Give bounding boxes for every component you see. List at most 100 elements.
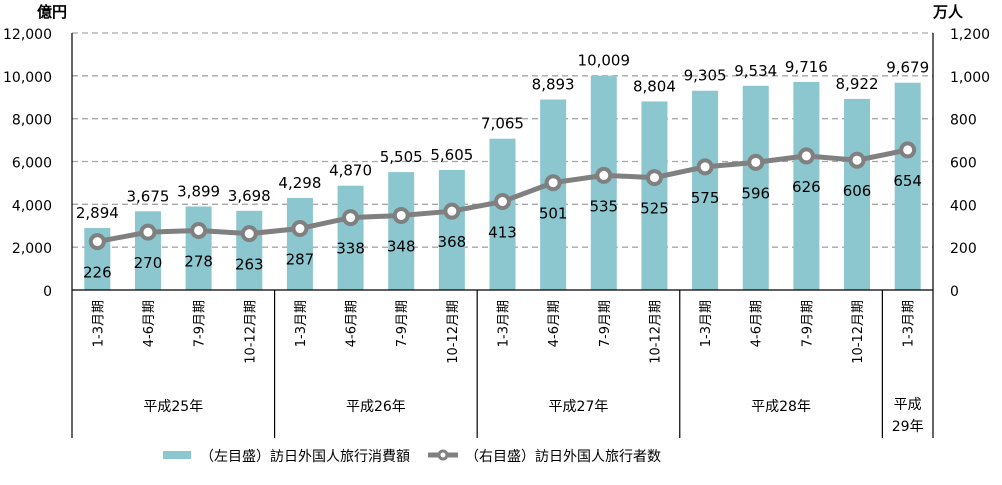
left-axis-unit: 億円 — [37, 3, 67, 21]
bar — [134, 211, 161, 290]
bar — [438, 169, 465, 290]
line-data-label: 596 — [741, 184, 770, 202]
bar-data-label: 10,009 — [578, 52, 631, 70]
category-label: 1-3月期 — [294, 300, 309, 347]
bar — [641, 101, 668, 291]
line-point — [139, 223, 157, 241]
category-label: 10-12月期 — [648, 300, 663, 364]
category-label: 1-3月期 — [91, 300, 106, 347]
line-point — [190, 221, 208, 239]
line-point — [696, 158, 714, 176]
bar — [742, 85, 769, 290]
line-data-label: 626 — [792, 178, 821, 196]
line-data-label: 501 — [539, 205, 568, 223]
line-point — [88, 233, 106, 251]
line-data-label: 338 — [336, 240, 365, 258]
category-label: 10-12月期 — [243, 300, 258, 364]
line-point — [392, 206, 410, 224]
line-point — [494, 193, 511, 211]
category-label: 7-9月期 — [800, 300, 815, 347]
category-label: 1-3月期 — [497, 300, 512, 347]
right-tick-label: 200 — [950, 241, 977, 257]
line-data-label: 413 — [488, 224, 517, 242]
category-label: 10-12月期 — [446, 300, 461, 364]
group-label: 平成28年 — [751, 399, 811, 415]
bar — [540, 99, 567, 290]
bar — [236, 210, 263, 290]
bar — [489, 138, 516, 290]
line-point — [291, 220, 309, 238]
left-tick-label: 2,000 — [12, 241, 52, 257]
bar — [894, 82, 921, 290]
line-data-label: 270 — [134, 254, 163, 272]
right-tick-label: 1,000 — [950, 70, 990, 86]
line-data-label: 348 — [387, 237, 416, 255]
line-data-label: 535 — [589, 197, 618, 215]
category-label: 7-9月期 — [598, 300, 613, 347]
bar-data-label: 9,679 — [886, 59, 929, 77]
right-axis-unit: 万人 — [932, 3, 964, 21]
bar-data-label: 9,716 — [785, 58, 828, 76]
line-data-label: 575 — [691, 189, 720, 207]
bar — [388, 172, 415, 290]
line-data-label: 226 — [83, 264, 112, 282]
left-tick-label: 8,000 — [12, 113, 52, 129]
line-data-label: 368 — [438, 233, 467, 251]
bar — [337, 185, 364, 290]
line-point — [544, 174, 562, 192]
bar-data-label: 8,922 — [836, 75, 879, 93]
bar-data-label: 2,894 — [76, 204, 119, 222]
left-tick-label: 0 — [43, 284, 52, 300]
line-data-label: 263 — [235, 256, 264, 274]
line-point — [747, 153, 765, 171]
bar-data-label: 3,899 — [177, 182, 220, 200]
category-label: 4-6月期 — [142, 300, 157, 347]
right-tick-label: 600 — [950, 156, 977, 172]
group-label: 平成26年 — [346, 399, 406, 415]
line-point — [899, 141, 917, 159]
line-data-label: 278 — [184, 252, 213, 270]
category-label: 4-6月期 — [547, 300, 562, 347]
legend-bar-label: （左目盛）訪日外国人旅行消費額 — [200, 449, 410, 465]
left-tick-label: 12,000 — [3, 27, 52, 43]
category-label: 1-3月期 — [699, 300, 714, 347]
bar-data-label: 7,065 — [481, 115, 524, 133]
group-label: 平成 — [894, 397, 922, 413]
bar — [185, 206, 212, 290]
left-tick-label: 6,000 — [12, 156, 52, 172]
right-tick-label: 1,200 — [950, 27, 990, 43]
bar — [793, 81, 820, 290]
bar-data-label: 5,605 — [430, 146, 473, 164]
bar-data-label: 4,870 — [329, 162, 372, 180]
category-label: 4-6月期 — [750, 300, 765, 347]
category-label: 4-6月期 — [345, 300, 360, 347]
bar — [286, 197, 313, 290]
category-label: 10-12月期 — [851, 300, 866, 364]
bar-data-label: 3,675 — [126, 187, 169, 205]
line-point — [443, 202, 461, 220]
bar — [692, 90, 719, 290]
category-label: 7-9月期 — [193, 300, 208, 347]
right-tick-label: 0 — [950, 284, 959, 300]
line-point — [342, 209, 360, 227]
group-label: 平成27年 — [549, 399, 609, 415]
group-label: 平成25年 — [143, 399, 203, 415]
legend-line-marker — [437, 449, 449, 461]
right-tick-label: 800 — [950, 113, 977, 129]
left-tick-label: 10,000 — [3, 70, 52, 86]
line-data-label: 525 — [640, 200, 669, 218]
line-point — [848, 151, 866, 169]
bar-data-label: 9,534 — [734, 62, 777, 80]
line-point — [645, 169, 663, 187]
line-data-label: 654 — [893, 172, 922, 190]
group-label: 29年 — [892, 419, 924, 435]
bar-data-label: 9,305 — [684, 67, 727, 85]
line-point — [240, 225, 258, 243]
bar-data-label: 5,505 — [380, 148, 423, 166]
legend-bar-swatch — [163, 451, 191, 459]
line-point — [595, 166, 613, 184]
bar-data-label: 3,698 — [228, 187, 271, 205]
line-data-label: 287 — [286, 251, 315, 269]
